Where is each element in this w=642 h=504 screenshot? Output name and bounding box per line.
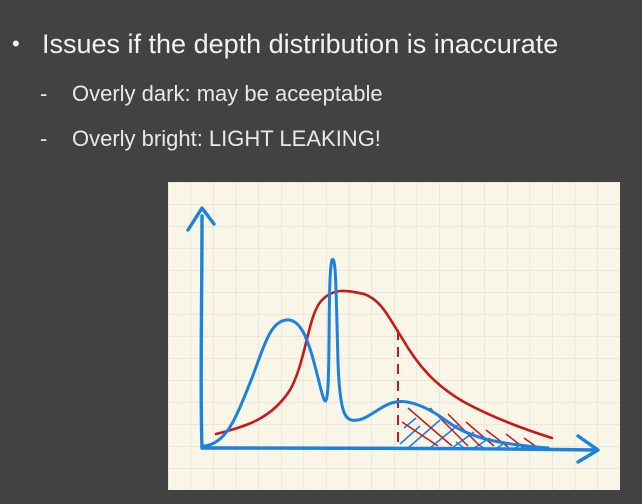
red-estimated-curve [214, 289, 554, 440]
y-axis-arrow [186, 206, 216, 450]
sub-bullet-text: Overly bright: LIGHT LEAKING! [72, 126, 381, 151]
sub-bullet-text: Overly dark: may be aceeptable [72, 81, 383, 106]
sub-bullet-marker: - [40, 126, 48, 151]
sketch-canvas [168, 182, 620, 490]
bullet-marker: • [12, 31, 20, 56]
x-axis-arrow [200, 434, 600, 464]
sub-bullet-overly-dark: - Overly dark: may be aceeptable [40, 76, 383, 112]
sub-bullet-overly-bright: - Overly bright: LIGHT LEAKING! [40, 121, 381, 157]
sub-bullet-marker: - [40, 81, 48, 106]
grid-lines [168, 182, 620, 490]
blue-actual-curve [202, 257, 550, 450]
main-bullet: • Issues if the depth distribution is in… [8, 22, 558, 66]
depth-distribution-sketch [168, 182, 620, 490]
main-bullet-text: Issues if the depth distribution is inac… [42, 29, 559, 59]
